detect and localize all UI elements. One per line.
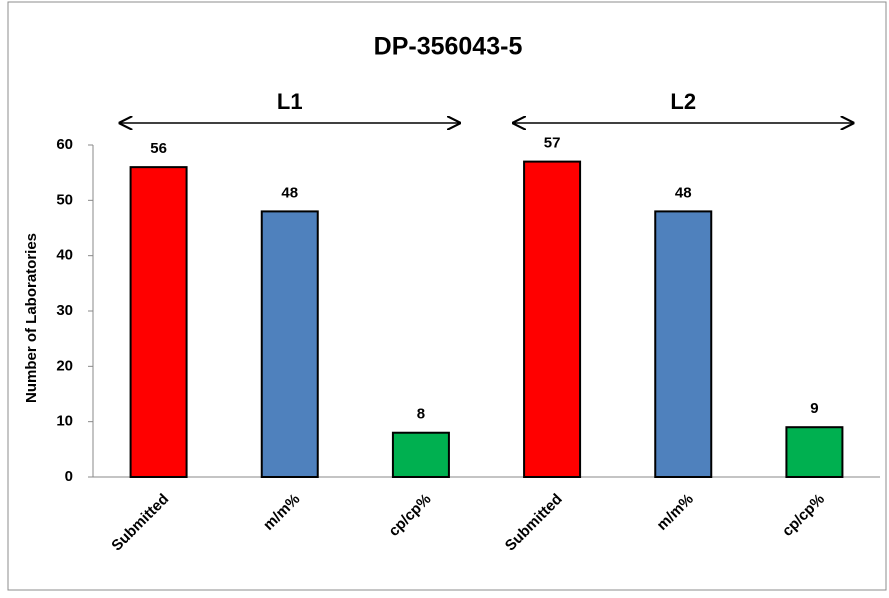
data-label: 56 (150, 140, 167, 157)
chart-title: DP-356043-5 (374, 33, 523, 61)
y-tick-label: 60 (56, 136, 73, 153)
bar (785, 426, 844, 479)
y-tick-label: 0 (65, 468, 73, 485)
bar (260, 210, 319, 478)
y-tick-label: 20 (56, 357, 73, 374)
y-tick-label: 50 (56, 191, 73, 208)
bar (129, 166, 188, 478)
y-tick-label: 30 (56, 302, 73, 319)
data-label: 48 (675, 184, 692, 201)
bar (523, 160, 582, 478)
data-label: 57 (544, 135, 561, 152)
group-label: L1 (277, 89, 303, 114)
bar (391, 431, 450, 479)
bar (654, 210, 713, 478)
data-label: 48 (281, 184, 298, 201)
data-label: 9 (810, 400, 818, 417)
y-tick-label: 40 (56, 247, 73, 264)
data-label: 8 (417, 406, 425, 423)
group-label: L2 (670, 89, 696, 114)
y-axis-label: Number of Laboratories (23, 233, 40, 403)
y-tick-label: 10 (56, 413, 73, 430)
